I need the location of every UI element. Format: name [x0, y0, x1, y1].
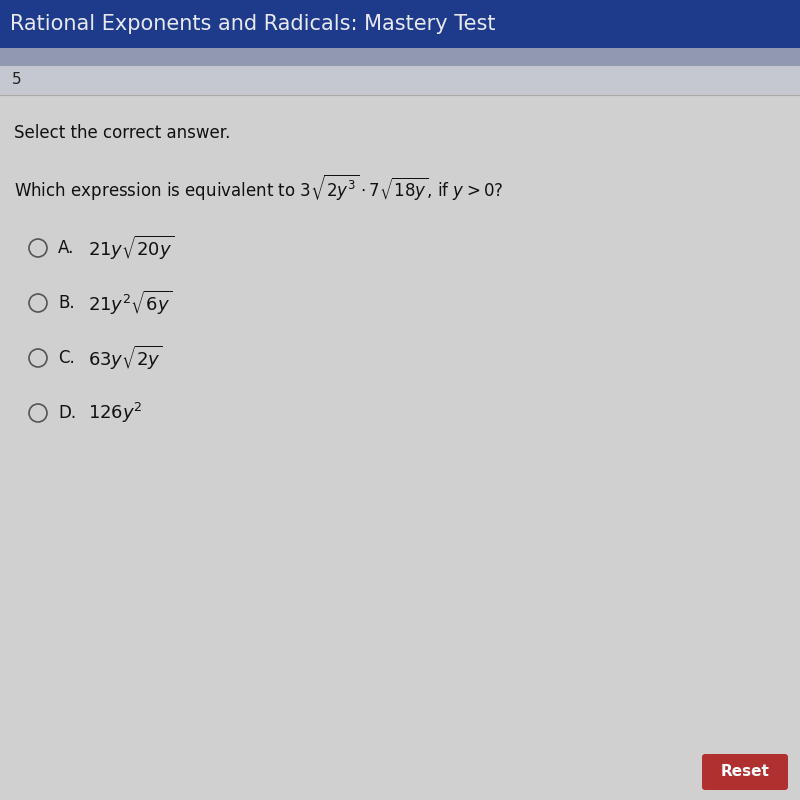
Text: $126y^2$: $126y^2$ — [88, 401, 142, 425]
Text: Reset: Reset — [721, 765, 770, 779]
Bar — [0, 0, 800, 48]
Bar — [0, 66, 800, 94]
Bar — [0, 48, 800, 66]
Text: C.: C. — [58, 349, 74, 367]
Text: $63y\sqrt{2y}$: $63y\sqrt{2y}$ — [88, 344, 163, 372]
FancyBboxPatch shape — [702, 754, 788, 790]
Text: $21y^2\sqrt{6y}$: $21y^2\sqrt{6y}$ — [88, 289, 172, 317]
Text: Which expression is equivalent to $3\sqrt{2y^3} \cdot 7\sqrt{18y}$, if $y>0$?: Which expression is equivalent to $3\sqr… — [14, 173, 503, 203]
Text: B.: B. — [58, 294, 74, 312]
Bar — [0, 95, 800, 800]
Text: $21y\sqrt{20y}$: $21y\sqrt{20y}$ — [88, 234, 174, 262]
Text: Select the correct answer.: Select the correct answer. — [14, 124, 230, 142]
Text: D.: D. — [58, 404, 76, 422]
Text: Rational Exponents and Radicals: Mastery Test: Rational Exponents and Radicals: Mastery… — [10, 14, 495, 34]
Text: 5: 5 — [12, 73, 22, 87]
Text: A.: A. — [58, 239, 74, 257]
